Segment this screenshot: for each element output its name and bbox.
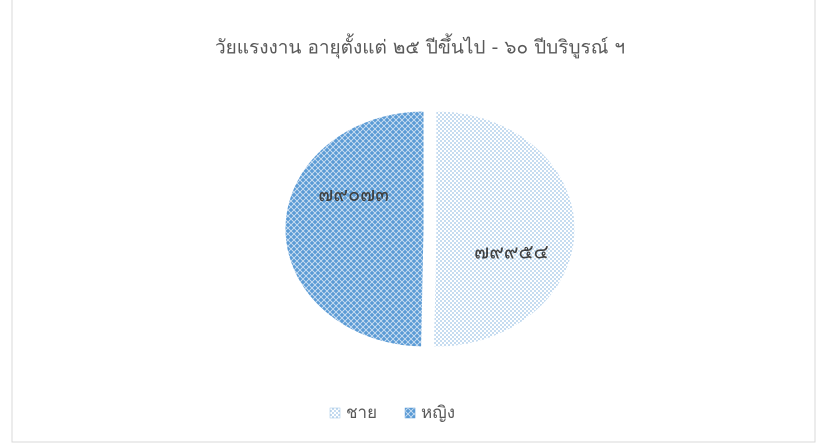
data-label: ๗๙๐๗๓ [318,182,389,206]
pie-slice [433,110,576,348]
legend-marker [329,407,341,419]
legend-marker [404,407,416,419]
legend-label: หญิง [421,403,455,423]
legend-label: ชาย [346,403,377,423]
data-label: ๗๙๙๕๔ [474,240,549,264]
pie-slice [284,110,425,348]
chart-title: วัยแรงงาน อายุตั้งแต่ ๒๕ ปีขึ้นไป - ๖๐ ป… [215,34,625,60]
